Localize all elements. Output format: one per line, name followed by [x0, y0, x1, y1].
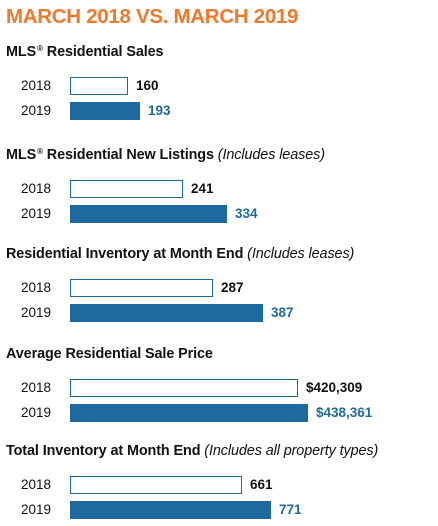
chart-title-rest: Residential New Listings [42, 147, 214, 163]
bar-2019 [70, 102, 140, 120]
chart-title: MLS® Residential New Listings (Includes … [6, 147, 325, 163]
chart-title-text: Residential Inventory at Month End [6, 246, 244, 262]
registered-mark: ® [37, 147, 43, 156]
chart-title-note: (Includes leases) [243, 246, 355, 262]
category-label: 2018 [21, 380, 52, 395]
bar-2018 [70, 180, 183, 198]
page-title: MARCH 2018 VS. MARCH 2019 [6, 5, 299, 28]
category-label: 2018 [21, 477, 52, 492]
bar-2019 [70, 304, 263, 322]
chart-title-text: MLS [6, 147, 37, 163]
data-label: $438,361 [316, 405, 373, 420]
chart-title: MLS® Residential Sales [6, 44, 164, 60]
bar-2019 [70, 205, 227, 223]
bar-row: 2018 160 [0, 77, 438, 95]
bar-row: 2018 $420,309 [0, 379, 438, 397]
chart-title: Average Residential Sale Price [6, 346, 213, 362]
category-label: 2018 [21, 181, 52, 196]
bar-2018 [70, 279, 213, 297]
data-label: 387 [271, 305, 294, 320]
chart-title-note: (Includes leases) [213, 147, 325, 163]
data-label: $420,309 [306, 380, 363, 395]
category-label: 2019 [21, 305, 52, 320]
data-label: 334 [235, 206, 258, 221]
bar-2019 [70, 404, 308, 422]
category-label: 2019 [21, 405, 52, 420]
bar-row: 2019 $438,361 [0, 404, 438, 422]
category-label: 2019 [21, 103, 52, 118]
data-label: 193 [148, 103, 171, 118]
category-label: 2019 [21, 502, 52, 517]
category-label: 2018 [21, 280, 52, 295]
category-label: 2019 [21, 206, 52, 221]
category-label: 2018 [21, 78, 52, 93]
bar-2019 [70, 501, 271, 519]
bar-row: 2018 241 [0, 180, 438, 198]
data-label: 771 [279, 502, 302, 517]
bar-row: 2019 193 [0, 102, 438, 120]
bar-row: 2018 661 [0, 476, 438, 494]
chart-title-text: MLS [6, 44, 37, 60]
bar-row: 2019 387 [0, 304, 438, 322]
bar-row: 2018 287 [0, 279, 438, 297]
data-label: 287 [221, 280, 244, 295]
bar-2018 [70, 77, 128, 95]
chart-title-text: Average Residential Sale Price [6, 346, 213, 362]
data-label: 661 [250, 477, 273, 492]
data-label: 241 [191, 181, 214, 196]
chart-title-rest: Residential Sales [42, 44, 164, 60]
bar-2018 [70, 379, 298, 397]
bar-2018 [70, 476, 242, 494]
chart-title-note: (Includes all property types) [200, 443, 379, 459]
chart-title-text: Total Inventory at Month End [6, 443, 201, 459]
bar-row: 2019 334 [0, 205, 438, 223]
data-label: 160 [136, 78, 159, 93]
bar-row: 2019 771 [0, 501, 438, 519]
registered-mark: ® [37, 44, 43, 53]
chart-title: Residential Inventory at Month End (Incl… [6, 246, 354, 262]
chart-title: Total Inventory at Month End (Includes a… [6, 443, 378, 459]
